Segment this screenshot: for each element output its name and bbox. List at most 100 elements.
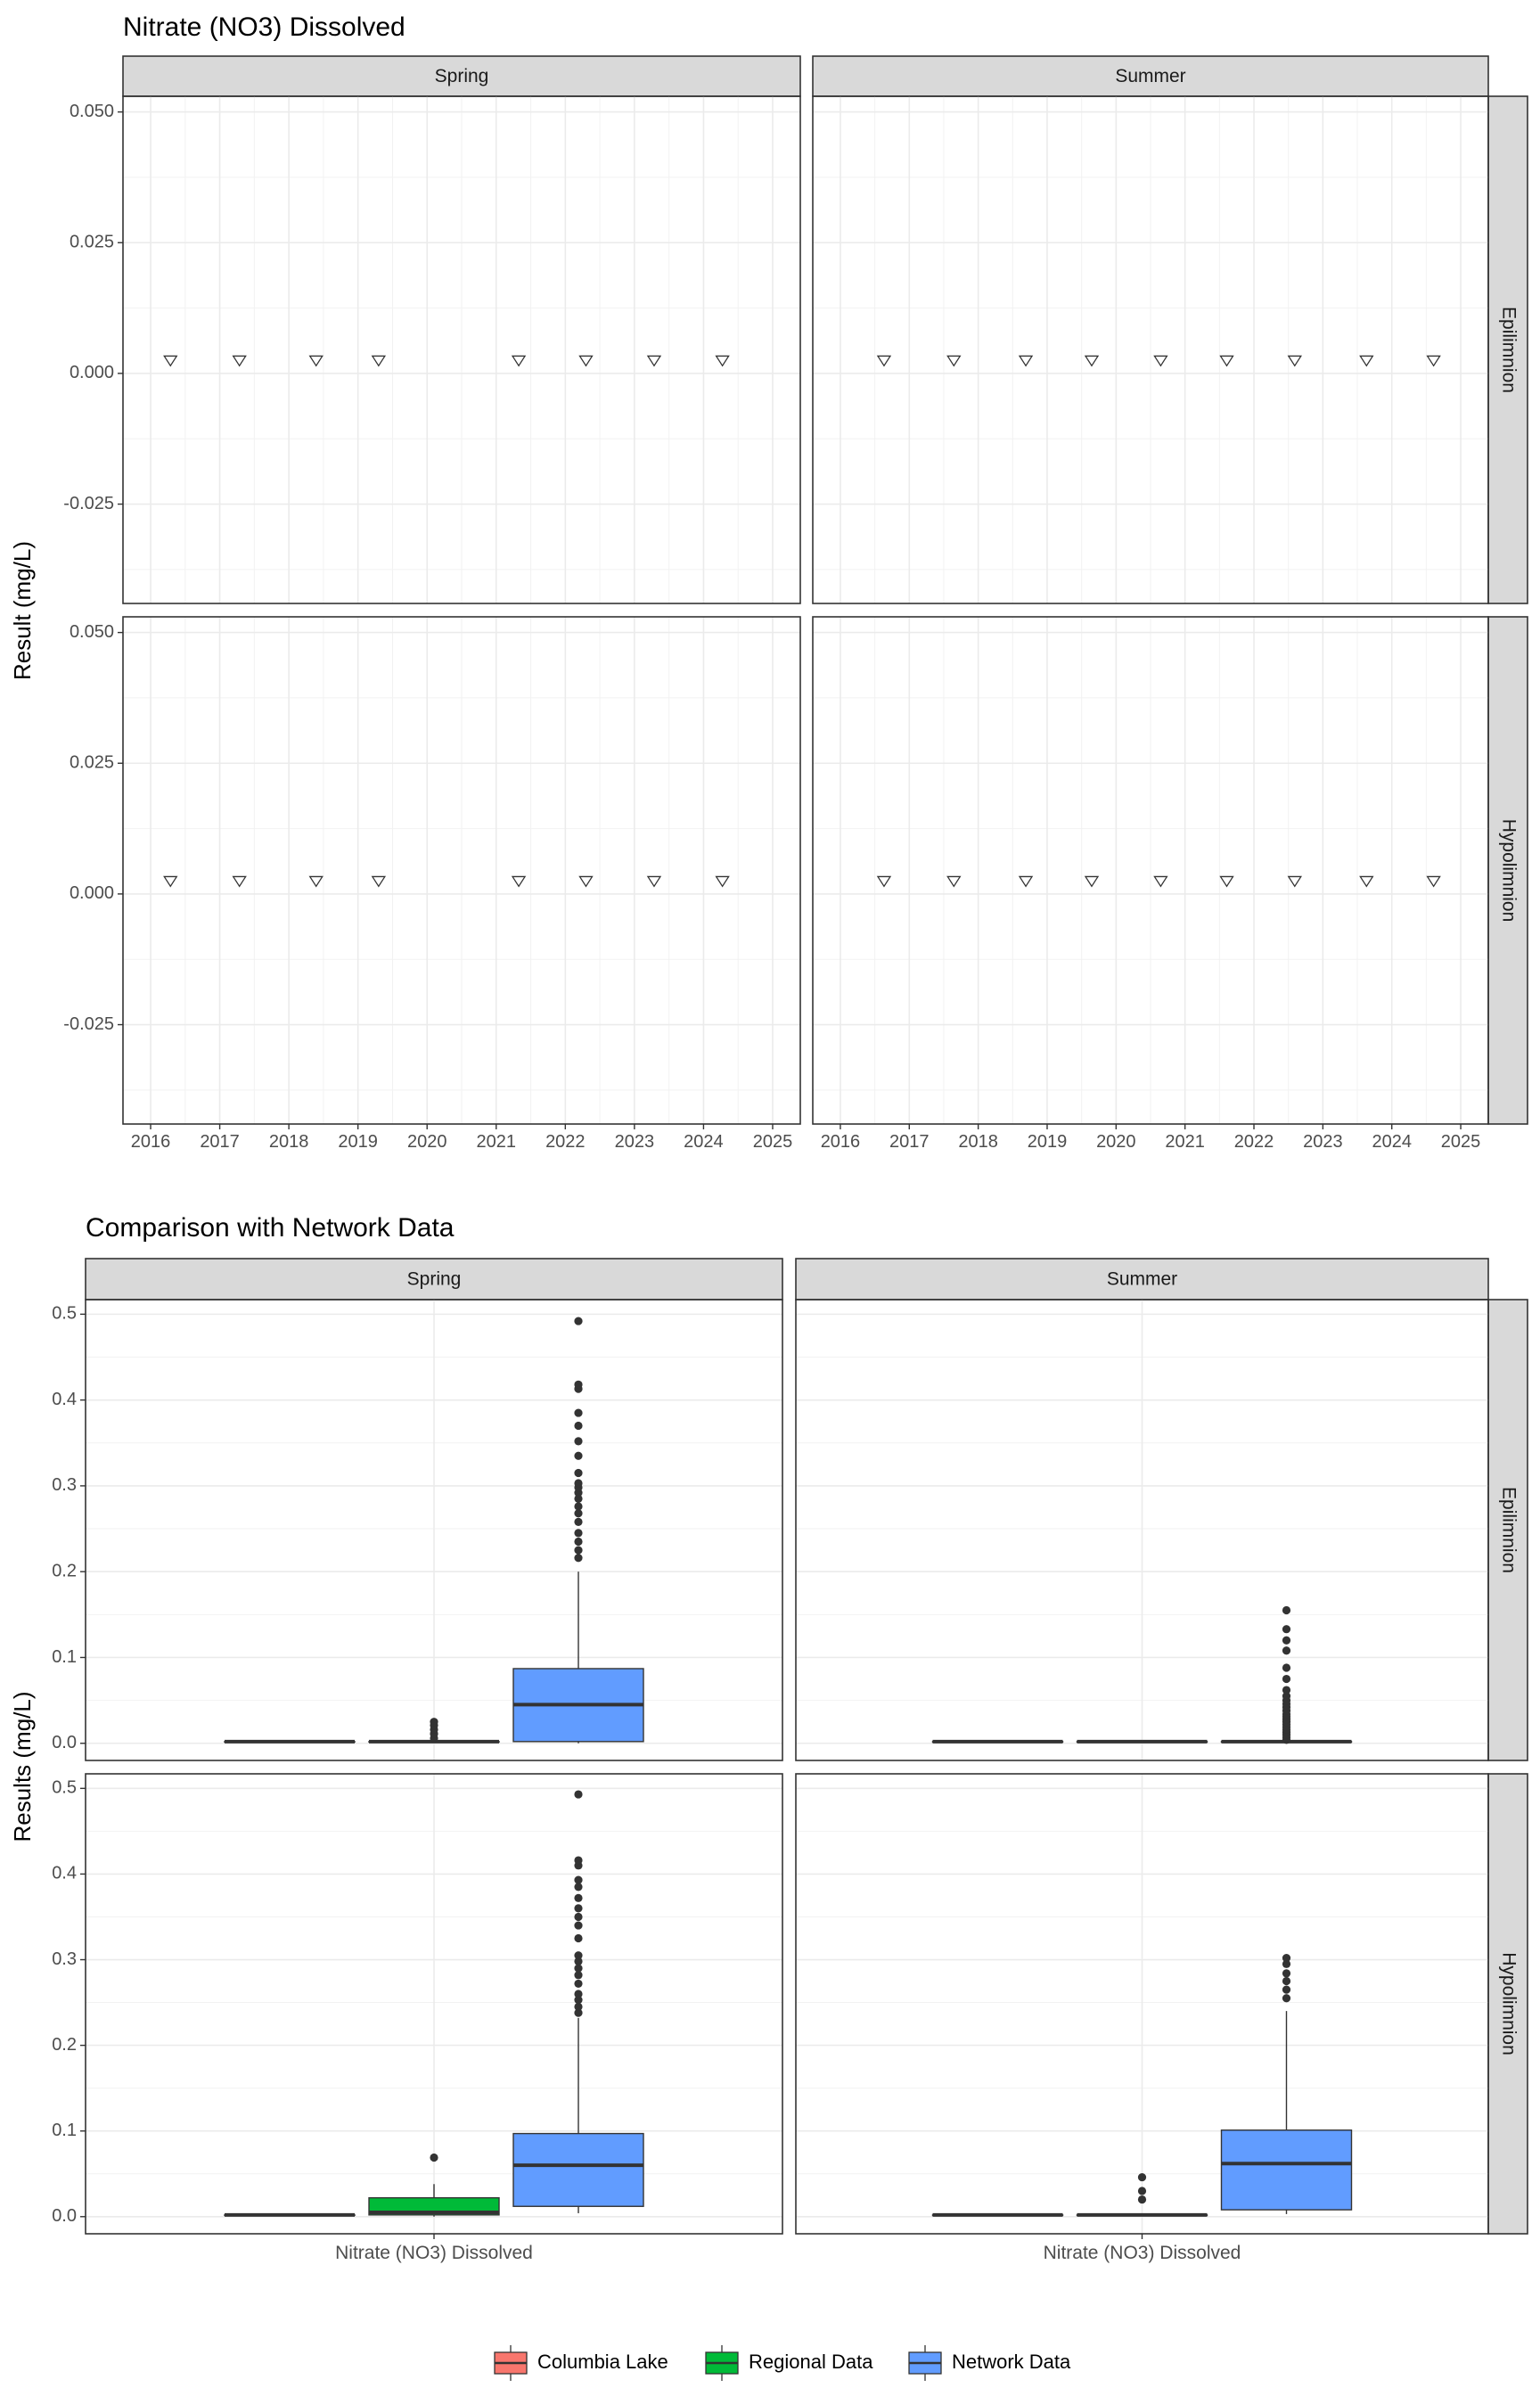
x-tick-label: 2016	[821, 1132, 861, 1152]
x-tick-label: 2020	[1096, 1132, 1136, 1152]
facet-strip-hypolimnion	[1487, 616, 1528, 1125]
x-tick-label: 2017	[200, 1132, 240, 1152]
facet-strip-summer	[795, 1258, 1489, 1301]
outlier-point	[574, 1957, 583, 1966]
panel-spring-epilimnion	[85, 1299, 783, 1761]
data-point	[308, 875, 324, 888]
outlier-point	[574, 1856, 583, 1865]
legend-key-regional-data	[705, 2345, 739, 2381]
chart1-title: Nitrate (NO3) Dissolved	[123, 12, 405, 42]
y-tick-label: 0.2	[52, 2035, 77, 2055]
x-tick-label: Nitrate (NO3) Dissolved	[335, 2243, 533, 2263]
box-columbia-lake	[931, 2212, 1064, 2217]
panel-summer-epilimnion	[795, 1299, 1489, 1761]
facet-strip-spring	[122, 55, 801, 97]
data-point	[876, 875, 892, 888]
data-point	[1426, 875, 1441, 888]
x-tick-label: 2016	[131, 1132, 171, 1152]
data-point	[1084, 875, 1100, 888]
data-point	[511, 355, 527, 367]
data-point	[232, 355, 247, 367]
x-tick-label: 2022	[545, 1132, 586, 1152]
outlier-point	[574, 1546, 583, 1555]
outlier-point	[574, 1912, 583, 1922]
outlier-point	[574, 1979, 583, 1989]
box-regional-data	[1076, 1739, 1208, 1744]
outlier-point	[1282, 1994, 1291, 2003]
y-tick-label: 0.4	[52, 1390, 77, 1409]
chart2-title: Comparison with Network Data	[86, 1213, 455, 1243]
outlier-point	[574, 1990, 583, 1998]
legend-label: Network Data	[952, 2351, 1071, 2373]
y-tick-label: 0.3	[52, 1949, 77, 1969]
box-network-data	[1220, 1605, 1353, 1744]
y-tick-label: 0.025	[70, 233, 114, 252]
box-regional-data	[368, 2153, 500, 2217]
outlier-point	[574, 1996, 583, 2005]
outlier-point	[574, 1529, 583, 1538]
data-point	[1018, 355, 1034, 367]
data-point	[1287, 875, 1302, 888]
chart2-ylabel: Results (mg/L)	[9, 1691, 36, 1842]
outlier-point	[574, 1904, 583, 1913]
y-tick-label: 0.0	[52, 1733, 77, 1752]
x-tick-label: 2025	[753, 1132, 793, 1152]
y-tick-label: 0.000	[70, 363, 114, 382]
data-point	[1359, 355, 1374, 367]
data-point	[1219, 355, 1234, 367]
data-point	[646, 875, 662, 888]
panel-spring-hypolimnion	[122, 616, 801, 1125]
box-network-data	[1220, 1953, 1353, 2214]
panel-border	[122, 616, 801, 1125]
x-tick-label: 2017	[889, 1132, 930, 1152]
y-tick-label: 0.3	[52, 1475, 77, 1495]
facet-strip-epilimnion	[1487, 1299, 1528, 1761]
facet-strip-label: Hypolimnion	[1498, 1952, 1519, 2055]
facet-strip-summer	[812, 55, 1489, 97]
outlier-point	[1282, 1976, 1291, 1986]
box-network-data	[512, 1790, 644, 2213]
outlier-point	[1282, 1953, 1291, 1963]
outlier-point	[574, 2008, 583, 2017]
facet-strip-label: Summer	[1115, 66, 1185, 86]
box-columbia-lake	[224, 1739, 356, 1744]
y-tick-label: 0.1	[52, 1647, 77, 1667]
panel-spring-epilimnion	[122, 95, 801, 604]
outlier-point	[1282, 1959, 1291, 1968]
data-point	[715, 355, 730, 367]
y-tick-label: 0.5	[52, 1304, 77, 1324]
box-body	[1220, 2129, 1353, 2211]
panel-summer-hypolimnion	[812, 616, 1489, 1125]
y-tick-label: -0.025	[63, 1014, 114, 1034]
outlier-point	[574, 1517, 583, 1526]
data-point	[1287, 355, 1302, 367]
panel-border	[812, 616, 1489, 1125]
outlier-point	[1282, 1985, 1291, 1994]
outlier-point	[574, 1875, 583, 1884]
y-tick-label: 0.000	[70, 883, 114, 903]
outlier-point	[1137, 2187, 1147, 2195]
outlier-point	[1282, 1663, 1291, 1672]
outlier-point	[574, 1451, 583, 1460]
box-network-data	[512, 1317, 644, 1744]
outlier-point	[574, 1951, 583, 1960]
legend-label: Regional Data	[749, 2351, 873, 2373]
x-tick-label: 2020	[407, 1132, 447, 1152]
data-point	[371, 355, 387, 367]
outlier-point	[1282, 1692, 1291, 1701]
data-point	[946, 355, 962, 367]
outlier-point	[1137, 2195, 1147, 2204]
x-tick-label: 2023	[615, 1132, 655, 1152]
data-point	[1426, 355, 1441, 367]
outlier-point	[1282, 1646, 1291, 1655]
data-point	[308, 355, 324, 367]
x-tick-label: 2021	[477, 1132, 517, 1152]
outlier-point	[574, 1554, 583, 1563]
outlier-point	[574, 1893, 583, 1902]
data-point	[511, 875, 527, 888]
outlier-point	[574, 1883, 583, 1891]
x-tick-label: 2018	[958, 1132, 998, 1152]
box-columbia-lake	[931, 1739, 1064, 1744]
y-tick-label: 0.050	[70, 622, 114, 642]
